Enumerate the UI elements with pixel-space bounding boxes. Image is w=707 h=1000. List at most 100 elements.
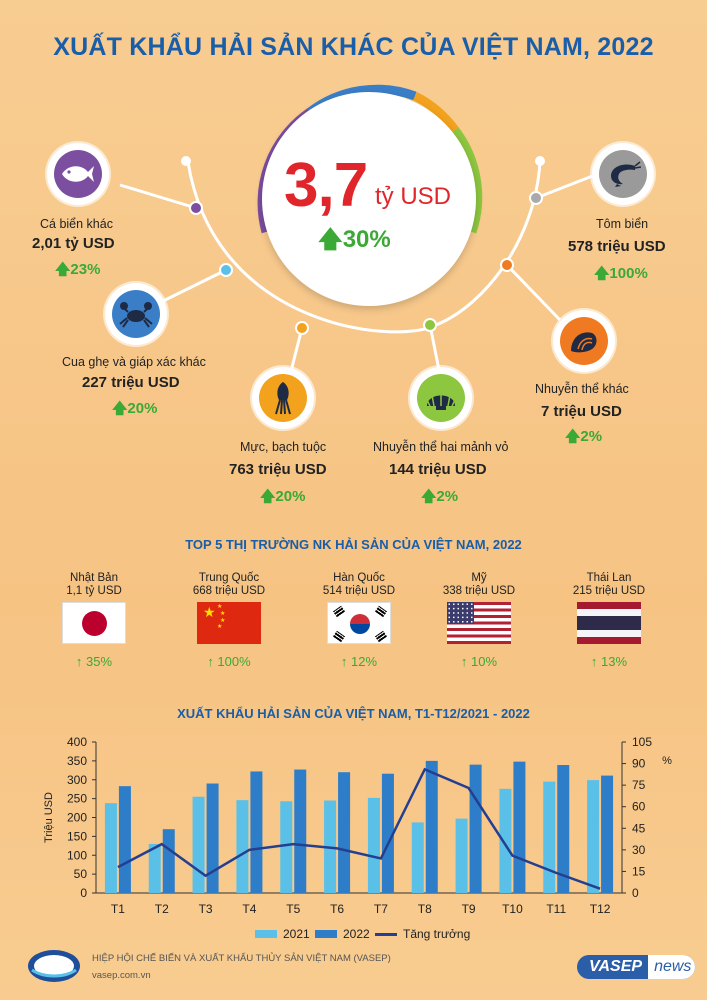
y2-tick-label: 90 [632,757,646,771]
y2-tick-label: 45 [632,821,646,835]
market-growth: ↑ 100% [207,654,251,669]
market-value: 514 triệu USD [322,585,396,597]
up-arrow-icon: 🡅 [318,226,343,253]
squid-icon [275,382,291,415]
bar-2022 [557,765,570,893]
y-tick-label: 0 [80,886,87,900]
bar-2022 [294,769,307,893]
y-tick-label: 150 [67,829,87,843]
category-value: 227 triệu USD [82,374,180,391]
category-value: 2,01 tỷ USD [32,235,115,252]
category-icon-badge [47,143,109,205]
category-label: Cua ghẹ và giáp xác khác [62,355,206,369]
y-tick-label: 350 [67,754,87,768]
bar-2021 [104,803,117,893]
japan-flag-icon [62,602,126,644]
y2-tick-label: 60 [632,800,646,814]
legend-item: 2022 [315,927,370,941]
category-growth: 🡅100% [594,265,648,282]
legend-item: Tăng trưởng [375,927,470,941]
market-growth: ↑ 12% [340,654,378,669]
total-value: 3,7 [284,151,368,220]
badge-part-a: VASEP [589,958,643,975]
bar-2021 [455,818,468,893]
market-value: 668 triệu USD [192,585,266,597]
x-tick-label: T11 [546,902,566,916]
bar-2021 [236,800,249,893]
total-unit: tỷ USD [375,183,452,210]
node-dot [189,201,203,215]
korea-flag-icon [327,602,391,644]
market-growth: ↑ 35% [75,654,113,669]
market-name: Trung Quốc [198,572,260,584]
y-tick-label: 200 [67,811,87,825]
y2-tick-label: 15 [632,864,646,878]
snail-shell-icon [571,332,597,353]
x-tick-label: T8 [418,902,432,916]
category-value: 144 triệu USD [389,461,487,478]
export-chart: 0 50 100 150 200 250 300 350 400 0 15 30 45 60 75 90 105… [43,735,672,916]
legend-swatch-2022 [315,930,337,938]
y2-tick-label: 105 [632,735,652,749]
y2-tick-label: 30 [632,843,646,857]
category-label: Mực, bạch tuộc [240,440,327,454]
fish-icon [62,166,94,182]
x-tick-label: T10 [502,902,523,916]
shrimp-icon [611,161,641,187]
market-value: 215 triệu USD [572,585,646,597]
category-growth: 🡅20% [112,400,158,417]
bar-2021 [411,822,424,893]
legend-swatch-2021 [255,930,277,938]
x-tick-label: T3 [199,902,213,916]
x-tick-label: T5 [286,902,300,916]
footer-url: vasep.com.vn [92,970,151,981]
node-dot [535,156,545,166]
bar-2022 [601,775,614,893]
category-icon-badge [410,367,472,429]
node-dot [295,321,309,335]
x-tick-label: T12 [590,902,611,916]
bar-2022 [118,786,131,893]
category-value: 7 triệu USD [541,403,622,420]
x-tick-label: T1 [111,902,125,916]
bar-2021 [543,781,556,893]
bar-2022 [381,773,394,893]
category-icon-badge [105,283,167,345]
page-title: XUẤT KHẨU HẢI SẢN KHÁC CỦA VIỆT NAM, 202… [53,33,654,61]
y-tick-label: 250 [67,792,87,806]
y2-axis-label: % [662,755,672,767]
y2-tick-label: 0 [632,886,639,900]
legend-swatch-growth [375,932,397,936]
category-value: 763 triệu USD [229,461,327,478]
bar-2021 [148,843,161,893]
x-tick-label: T2 [155,902,169,916]
y-tick-label: 300 [67,773,87,787]
category-label: Nhuyễn thể hai mảnh vỏ [373,440,509,454]
x-tick-label: T7 [374,902,388,916]
category-growth: 🡅2% [421,488,459,505]
bar-2021 [192,796,205,893]
category-icon-badge [592,143,654,205]
market-name: Mỹ [471,572,487,584]
category-growth: 🡅23% [55,261,101,278]
vasep-logo [28,950,80,982]
badge-part-b: news [648,955,695,979]
category-growth: 🡅2% [565,428,603,445]
bar-2022 [469,764,482,893]
legend-label: 2021 [283,927,310,941]
thailand-flag-icon [577,602,641,644]
y-axis-label: Triệu USD [43,792,55,843]
y2-tick-label: 75 [632,778,646,792]
china-flag-icon: ★ ★ ★ ★ ★ [197,602,261,644]
market-name: Hàn Quốc [333,572,385,584]
bar-2022 [425,760,438,893]
category-label: Cá biển khác [40,217,113,231]
market-item: Trung Quốc 668 triệu USD ★ ★ ★ ★ ★ ↑ 100% [174,572,284,669]
chart-title: XUẤT KHẨU HẢI SẢN CỦA VIỆT NAM, T1-T12/2… [177,706,530,721]
bar-2022 [206,783,219,893]
category-growth: 🡅20% [260,488,306,505]
market-value: 1,1 tỷ USD [66,585,122,597]
bar-2022 [338,772,351,893]
bar-2021 [280,801,293,893]
